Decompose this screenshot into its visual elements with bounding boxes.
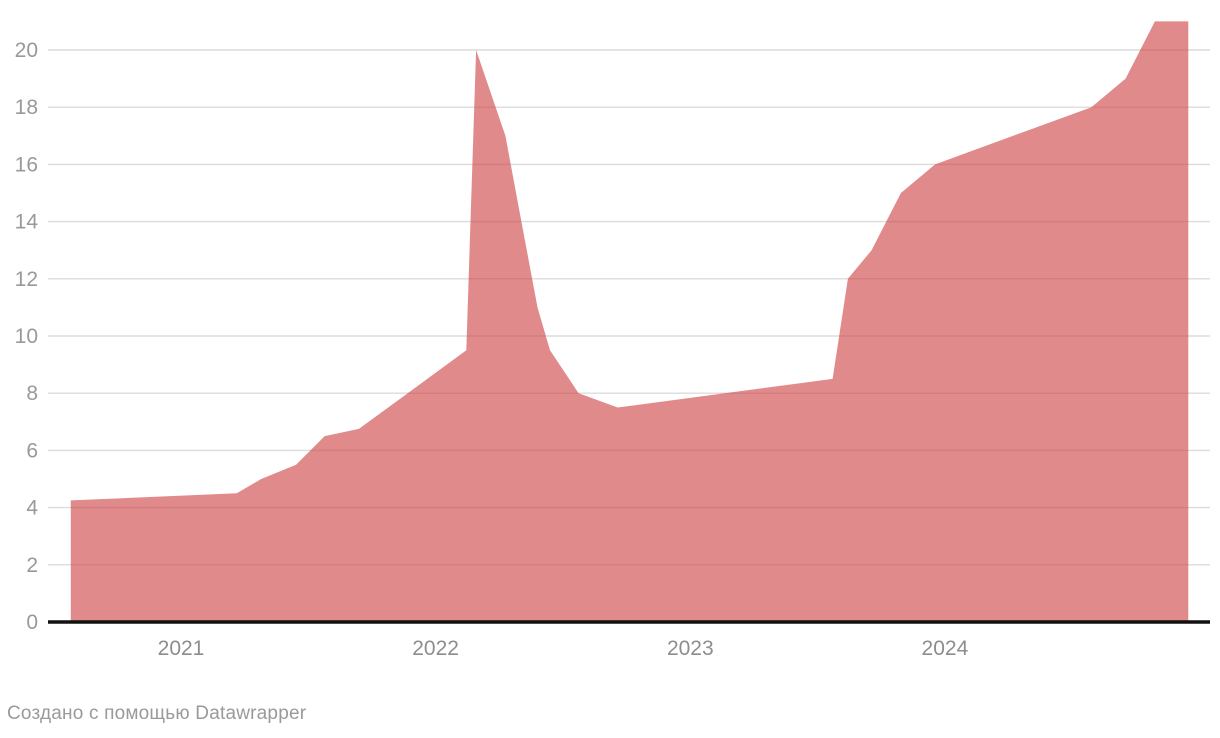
- area-chart-svg: 0 2 4 6 8 10 12 14 16 18 20 2021 2022 2023 2024: [15, 21, 1210, 660]
- datawrapper-attribution-link[interactable]: Создано с помощью Datawrapper: [7, 703, 307, 724]
- x-axis-labels: 2021 2022 2023 2024: [158, 637, 969, 660]
- y-axis-labels: 0 2 4 6 8 10 12 14 16 18 20: [15, 39, 39, 634]
- y-tick-label-18: 18: [15, 96, 38, 119]
- x-tick-label-2024: 2024: [922, 637, 969, 660]
- x-tick-label-2021: 2021: [158, 637, 205, 660]
- x-tick-label-2023: 2023: [667, 637, 714, 660]
- y-tick-label-6: 6: [26, 439, 38, 462]
- x-tick-label-2022: 2022: [412, 637, 459, 660]
- y-tick-label-20: 20: [15, 39, 38, 62]
- y-tick-label-0: 0: [26, 611, 38, 634]
- y-tick-label-12: 12: [15, 268, 38, 291]
- y-tick-label-10: 10: [15, 325, 38, 348]
- y-tick-label-4: 4: [26, 497, 38, 520]
- y-tick-label-2: 2: [26, 554, 38, 577]
- area-series: [70, 21, 1189, 622]
- y-tick-label-14: 14: [15, 211, 39, 234]
- y-tick-label-16: 16: [15, 153, 38, 176]
- footer: Создано с помощью Datawrapper: [7, 703, 306, 725]
- y-tick-label-8: 8: [26, 382, 38, 405]
- key-rate-area: [70, 21, 1189, 622]
